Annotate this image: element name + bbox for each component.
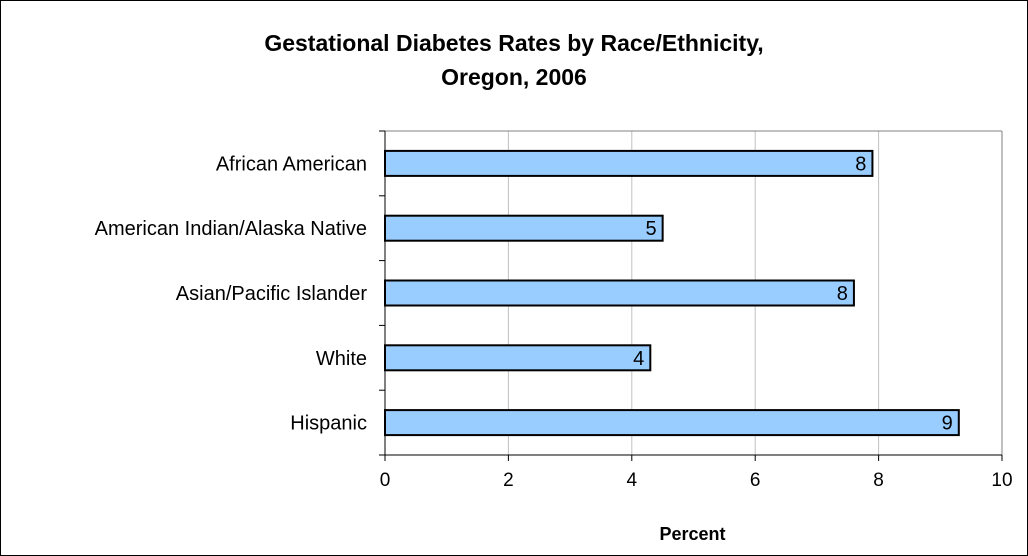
bar-3 [384,344,652,372]
bar-1 [384,214,664,242]
chart-title-line-1: Gestational Diabetes Rates by Race/Ethni… [264,30,764,56]
x-tick-label-1: 2 [503,470,514,491]
x-tick-label-4: 8 [873,470,884,491]
category-label-0: African American [216,153,367,175]
value-label-4: 9 [942,413,953,435]
value-label-0: 8 [855,153,866,175]
value-label-1: 5 [646,218,657,240]
x-tick-label-3: 6 [750,470,761,491]
bar-2 [384,279,855,307]
chart-title-line-2: Oregon, 2006 [441,64,587,90]
chart-title: Gestational Diabetes Rates by Race/Ethni… [0,26,1028,94]
category-label-2: Asian/Pacific Islander [176,283,368,305]
x-axis-title: Percent [659,524,725,544]
bar-0 [384,149,874,177]
value-label-3: 4 [633,348,644,370]
value-label-2: 8 [837,283,848,305]
category-label-4: Hispanic [290,413,367,435]
category-label-1: American Indian/Alaska Native [95,218,367,240]
x-tick-label-5: 10 [991,470,1012,491]
x-tick-label-0: 0 [380,470,391,491]
bar-4 [384,409,960,437]
category-label-3: White [316,348,367,370]
x-tick-label-2: 4 [627,470,638,491]
